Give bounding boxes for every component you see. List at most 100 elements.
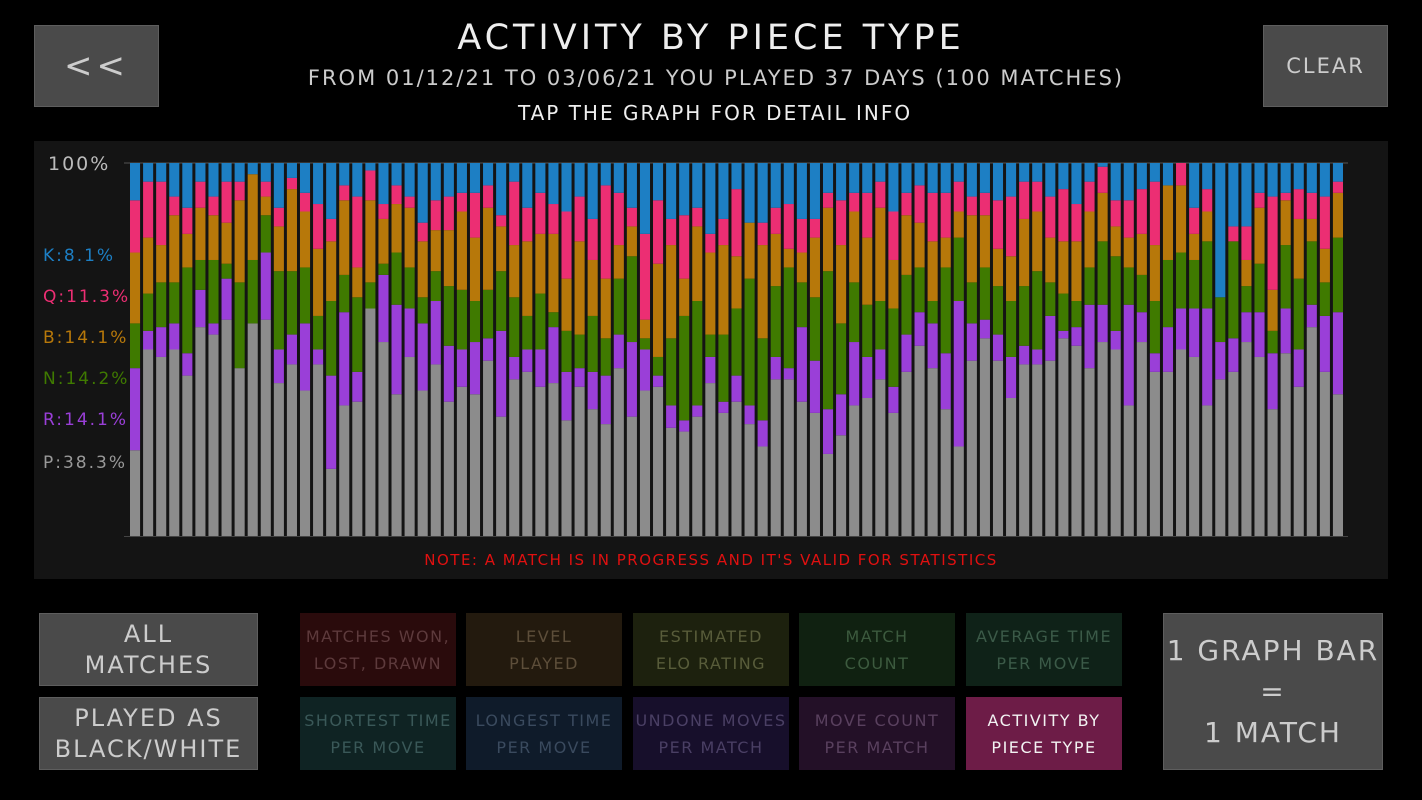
match-bar[interactable] <box>822 163 834 536</box>
match-bar[interactable] <box>1215 163 1226 536</box>
match-bar[interactable] <box>156 163 167 536</box>
match-bar[interactable] <box>273 163 284 536</box>
match-bar[interactable] <box>744 163 755 536</box>
match-bar[interactable] <box>483 163 494 536</box>
match-bar[interactable] <box>404 163 415 536</box>
match-bar[interactable] <box>535 163 546 536</box>
match-bar[interactable] <box>979 163 990 536</box>
menu-button-match-count[interactable]: MATCH COUNT <box>799 613 955 686</box>
match-bar[interactable] <box>509 163 520 536</box>
match-bar[interactable] <box>966 163 977 536</box>
match-bar[interactable] <box>1267 163 1278 536</box>
match-bar[interactable] <box>430 163 441 536</box>
match-bar[interactable] <box>1280 163 1291 536</box>
match-bar[interactable] <box>1019 163 1030 536</box>
match-bar[interactable] <box>1332 163 1343 536</box>
match-bar[interactable] <box>169 163 180 536</box>
all-matches-button[interactable]: ALL MATCHES <box>39 613 258 686</box>
menu-button-longest-time-per-move[interactable]: LONGEST TIME PER MOVE <box>466 697 622 770</box>
match-bar[interactable] <box>1123 163 1134 536</box>
match-bar[interactable] <box>1136 163 1147 536</box>
match-bar[interactable] <box>208 163 219 536</box>
match-bar[interactable] <box>260 163 271 536</box>
match-bar[interactable] <box>1032 163 1043 536</box>
match-bar[interactable] <box>809 163 820 536</box>
match-bar[interactable] <box>1254 163 1265 536</box>
back-button[interactable]: << <box>34 25 159 107</box>
match-bar[interactable] <box>548 163 559 536</box>
played-as-button[interactable]: PLAYED AS BLACK/WHITE <box>39 697 258 770</box>
match-bar[interactable] <box>143 163 154 536</box>
match-bar[interactable] <box>653 163 664 536</box>
match-bar[interactable] <box>1058 163 1069 536</box>
match-bar[interactable] <box>1110 163 1121 536</box>
match-bar[interactable] <box>783 163 794 536</box>
match-bar[interactable] <box>639 163 651 536</box>
match-bar[interactable] <box>443 163 454 536</box>
match-bar[interactable] <box>574 163 585 536</box>
match-bar[interactable] <box>1306 163 1317 536</box>
clear-button[interactable]: CLEAR <box>1263 25 1388 107</box>
match-bar[interactable] <box>496 163 507 536</box>
match-bar[interactable] <box>247 163 258 536</box>
stacked-bar-chart[interactable]: 100% K:8.1% Q:11.3% B:14.1% N:14.2% R:14.1% P:… <box>34 141 1388 579</box>
match-bar[interactable] <box>234 163 245 536</box>
match-bar[interactable] <box>626 163 637 536</box>
match-bar[interactable] <box>313 163 324 536</box>
menu-button-average-time-per-move[interactable]: AVERAGE TIME PER MOVE <box>966 613 1122 686</box>
match-bar[interactable] <box>1071 163 1082 536</box>
match-bar[interactable] <box>352 163 363 536</box>
match-bar[interactable] <box>286 163 297 536</box>
match-bar[interactable] <box>1045 163 1056 536</box>
match-bar[interactable] <box>613 163 624 536</box>
match-bar[interactable] <box>378 163 389 536</box>
match-bar[interactable] <box>1162 163 1174 536</box>
match-bar[interactable] <box>1293 163 1304 536</box>
match-bar[interactable] <box>522 163 533 536</box>
match-bar[interactable] <box>130 163 141 536</box>
match-bar[interactable] <box>940 163 951 536</box>
menu-button-level-played[interactable]: LEVEL PLAYED <box>466 613 622 686</box>
menu-button-matches-won-lost-drawn[interactable]: MATCHES WON, LOST, DRAWN <box>300 613 456 686</box>
match-bar[interactable] <box>221 163 232 536</box>
menu-button-activity-by-piece-type[interactable]: ACTIVITY BY PIECE TYPE <box>966 697 1122 770</box>
match-bar[interactable] <box>365 163 376 536</box>
match-bar[interactable] <box>718 163 729 536</box>
match-bar[interactable] <box>901 163 912 536</box>
match-bar[interactable] <box>1319 163 1330 536</box>
match-bar[interactable] <box>914 163 925 536</box>
match-bar[interactable] <box>1097 163 1108 536</box>
match-bar[interactable] <box>326 163 337 536</box>
match-bar[interactable] <box>796 163 807 536</box>
match-bar[interactable] <box>888 163 899 536</box>
match-bar[interactable] <box>927 163 938 536</box>
match-bar[interactable] <box>862 163 873 536</box>
match-bar[interactable] <box>770 163 781 536</box>
match-bar[interactable] <box>417 163 428 536</box>
match-bar[interactable] <box>1202 163 1213 536</box>
match-bar[interactable] <box>299 163 311 536</box>
match-bar[interactable] <box>757 163 768 536</box>
match-bar[interactable] <box>182 163 193 536</box>
match-bar[interactable] <box>469 163 481 536</box>
match-bar[interactable] <box>561 163 572 536</box>
match-bar[interactable] <box>849 163 860 536</box>
match-bar[interactable] <box>692 163 703 536</box>
match-bar[interactable] <box>992 163 1004 536</box>
match-bar[interactable] <box>339 163 350 536</box>
menu-button-estimated-elo-rating[interactable]: ESTIMATED ELO RATING <box>633 613 789 686</box>
match-bar[interactable] <box>1084 163 1095 536</box>
match-bar[interactable] <box>875 163 886 536</box>
match-bar[interactable] <box>1189 163 1200 536</box>
match-bar[interactable] <box>666 163 677 536</box>
match-bar[interactable] <box>679 163 690 536</box>
menu-button-move-count-per-match[interactable]: MOVE COUNT PER MATCH <box>799 697 955 770</box>
menu-button-undone-moves-per-match[interactable]: UNDONE MOVES PER MATCH <box>633 697 789 770</box>
match-bar[interactable] <box>1228 163 1239 536</box>
match-bar[interactable] <box>705 163 716 536</box>
match-bar[interactable] <box>731 163 742 536</box>
chart-panel[interactable]: 100% K:8.1% Q:11.3% B:14.1% N:14.2% R:14.1% P:… <box>34 141 1388 579</box>
menu-button-shortest-time-per-move[interactable]: SHORTEST TIME PER MOVE <box>300 697 456 770</box>
match-bar[interactable] <box>587 163 598 536</box>
match-bar[interactable] <box>391 163 402 536</box>
